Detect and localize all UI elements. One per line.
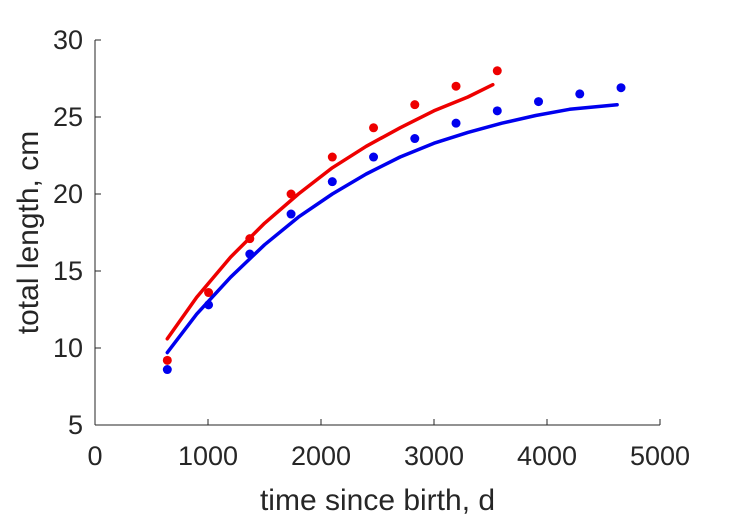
data-point [369, 123, 379, 133]
data-point [162, 355, 172, 365]
data-point [410, 134, 420, 144]
data-point [286, 209, 296, 219]
data-point [286, 189, 296, 199]
data-point [616, 83, 626, 93]
data-point [451, 81, 461, 91]
y-tick-label: 5 [68, 410, 83, 440]
y-ticks: 5 10 15 20 25 30 [53, 25, 101, 440]
data-point [204, 300, 214, 310]
y-tick-label: 20 [53, 179, 83, 209]
x-tick-label: 1000 [178, 441, 238, 471]
x-tick-label: 3000 [404, 441, 464, 471]
data-point [245, 249, 255, 259]
series-2 [162, 83, 626, 375]
x-axis-label: time since birth, d [260, 484, 495, 517]
data-point [162, 365, 172, 375]
x-tick-label: 0 [87, 441, 102, 471]
data-point [451, 118, 461, 128]
y-tick-label: 15 [53, 256, 83, 286]
data-point [327, 177, 337, 187]
x-tick-label: 2000 [291, 441, 351, 471]
y-tick-label: 10 [53, 333, 83, 363]
data-point [575, 89, 585, 99]
data-point [492, 106, 502, 116]
data-point [245, 234, 255, 244]
x-tick-label: 4000 [517, 441, 577, 471]
data-point [327, 152, 337, 162]
data-point [410, 100, 420, 110]
fit-line [165, 102, 619, 355]
data-point [492, 66, 502, 76]
axes [94, 40, 660, 426]
x-ticks: 0 1000 2000 3000 4000 5000 [87, 419, 690, 471]
y-tick-label: 25 [53, 102, 83, 132]
series-1 [162, 66, 502, 365]
fit-line [165, 82, 495, 341]
y-axis-label: total length, cm [12, 131, 45, 334]
series-layer [162, 66, 626, 375]
data-point [204, 288, 214, 298]
data-point [369, 152, 379, 162]
x-tick-label: 5000 [630, 441, 690, 471]
data-point [534, 97, 544, 107]
y-tick-label: 30 [53, 25, 83, 55]
